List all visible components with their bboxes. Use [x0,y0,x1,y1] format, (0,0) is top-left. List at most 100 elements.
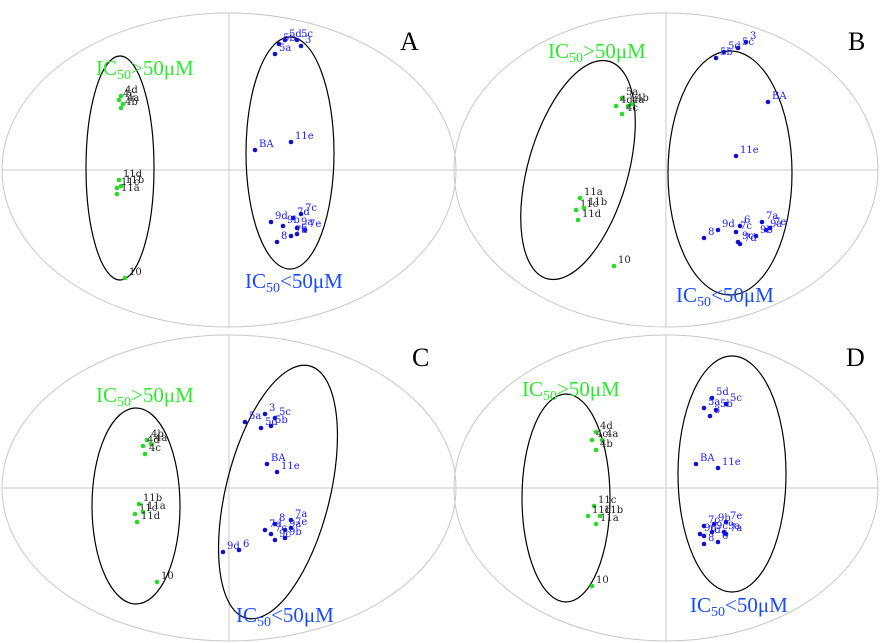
active-point-7a [759,219,765,225]
inactive-cluster-ellipse [521,393,611,603]
point-label: 5c [301,29,313,40]
inactive-point-4b [118,105,124,111]
point-label: 5c [279,407,291,418]
point-label: 9d [722,219,735,230]
active-point-8 [274,239,280,245]
point-label: 5a [626,87,638,98]
point-label: 9b [289,527,302,538]
point-label: 5d [289,29,302,40]
point-label: 7c [740,221,752,232]
inactive-cluster-ellipse [85,55,155,281]
inactive-class-label: IC50>50μM [96,383,194,410]
inactive-point-10 [122,275,128,281]
point-label: 3 [269,403,275,414]
point-label: 7e [774,217,786,228]
active-point-9b [282,535,288,541]
point-label: 4d [147,435,160,446]
active-point-5c [735,45,741,51]
inactive-point-4d [140,443,146,449]
inactive-point-4d [118,93,124,99]
active-point-9a [763,227,769,233]
active-class-label: IC50<50μM [236,603,334,630]
inactive-point-4c [589,437,595,443]
point-label: 8 [708,533,714,544]
point-label: 4b [636,93,649,104]
active-point-9c [272,537,278,543]
inactive-point-4d [593,429,599,435]
active-cluster-ellipse [667,50,793,296]
active-point-9b [753,233,759,239]
active-point-9a [294,225,300,231]
point-label: 9c [716,521,728,532]
point-label: 4c [596,429,608,440]
point-label: 9d [275,211,288,222]
inactive-point-4a [599,437,605,443]
active-point-3 [707,413,713,419]
inactive-point-10 [611,263,617,269]
active-point-6 [715,539,721,545]
active-point-5a [272,51,278,57]
active-class-label: IC50<50μM [690,593,788,620]
point-label: 7a [295,509,307,520]
point-label: 9c [279,529,291,540]
point-label: 7c [305,203,317,214]
inactive-point-11d [134,519,140,525]
point-label: 3 [750,31,756,42]
point-label: 3 [305,35,311,46]
point-label: 5a [279,43,291,54]
point-label: 11c [139,503,158,514]
panel-letter: C [412,343,429,372]
panel-letter: A [400,27,419,56]
point-label: 4c [123,89,135,100]
point-label: 11b [588,197,607,208]
point-label: 4a [606,429,618,440]
inactive-point-11a [140,509,146,515]
point-label: 11a [584,187,603,198]
inactive-point-11a [114,191,120,197]
point-label: 9d [227,541,240,552]
point-label: 8 [279,513,285,524]
active-point-5d [721,49,727,55]
active-point-7e [302,227,308,233]
point-label: 11d [123,169,143,180]
inactive-point-11a [593,521,599,527]
active-point-6 [236,547,242,553]
active-point-7c [701,523,707,529]
inactive-point-11d [116,177,122,183]
active-point-5b [276,41,282,47]
point-label: 11e [281,461,300,472]
point-label: 5a [708,397,720,408]
panel-letter: D [846,343,865,372]
point-label: 8 [281,231,287,242]
active-point-7e [723,519,729,525]
point-label: 7c [275,523,287,534]
point-label: 4a [632,95,644,106]
point-label: 11e [722,457,741,468]
point-label: 6 [301,223,307,234]
active-point-9b [711,521,717,527]
active-point-9d [268,219,274,225]
point-label: 4c [626,103,638,114]
point-label: 11b [143,493,162,504]
point-label: 5d [716,387,729,398]
point-label: 7d [744,233,757,244]
inactive-point-4c [116,97,122,103]
inactive-point-11d [585,513,591,519]
active-cluster-ellipse [677,355,787,593]
point-label: 4a [155,433,167,444]
point-label: 11a [147,501,166,512]
point-label: 6 [243,539,249,550]
point-label: 10 [161,571,174,582]
inactive-point-11c [591,503,597,509]
point-label: 10 [618,255,631,266]
point-label: 9a [728,521,740,532]
inactive-point-11b [581,205,587,211]
point-label: 7a [295,225,307,236]
active-point-6 [737,223,743,229]
active-point-5d [282,37,288,43]
point-label: 3 [714,405,720,416]
